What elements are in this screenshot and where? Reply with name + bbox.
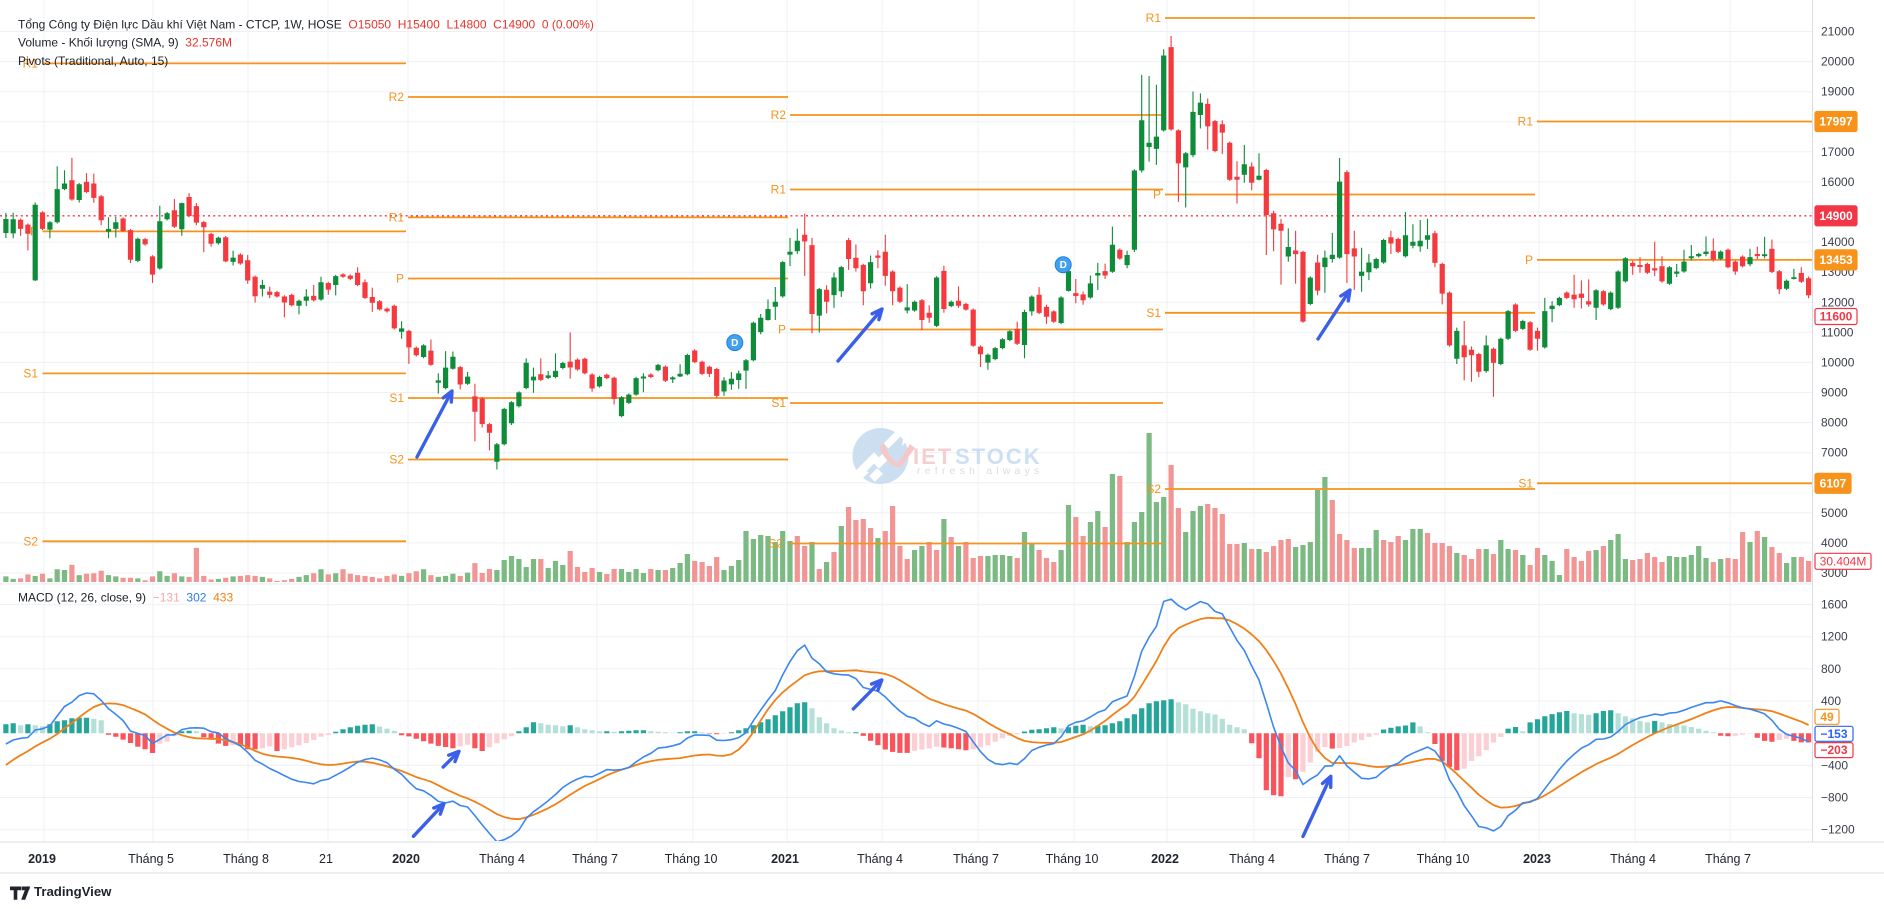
svg-text:IET: IET bbox=[913, 444, 953, 469]
svg-text:2021: 2021 bbox=[771, 852, 799, 866]
svg-text:Tháng 10: Tháng 10 bbox=[665, 852, 718, 866]
svg-text:49: 49 bbox=[1820, 710, 1834, 724]
svg-text:S1: S1 bbox=[389, 391, 404, 405]
svg-text:4000: 4000 bbox=[1821, 536, 1848, 550]
svg-text:16000: 16000 bbox=[1821, 175, 1855, 189]
svg-text:refresh always: refresh always bbox=[917, 465, 1044, 477]
svg-text:−400: −400 bbox=[1821, 758, 1848, 772]
svg-text:R1: R1 bbox=[389, 210, 405, 224]
svg-text:R1: R1 bbox=[771, 183, 787, 197]
svg-text:11000: 11000 bbox=[1821, 325, 1854, 339]
svg-text:R2: R2 bbox=[771, 108, 787, 122]
svg-text:2019: 2019 bbox=[28, 852, 56, 866]
svg-text:8000: 8000 bbox=[1821, 416, 1848, 430]
svg-text:800: 800 bbox=[1821, 662, 1841, 676]
svg-text:19000: 19000 bbox=[1821, 85, 1855, 99]
svg-text:MACD (12, 26, close, 9) −131: MACD (12, 26, close, 9) −131 302 433 bbox=[18, 591, 233, 605]
svg-text:S1: S1 bbox=[1518, 476, 1533, 490]
svg-text:D: D bbox=[731, 338, 738, 349]
svg-text:Tháng 7: Tháng 7 bbox=[1324, 852, 1370, 866]
svg-text:Tháng 7: Tháng 7 bbox=[953, 852, 999, 866]
svg-text:13453: 13453 bbox=[1819, 253, 1853, 267]
svg-text:Tháng 4: Tháng 4 bbox=[1610, 852, 1656, 866]
svg-text:Tháng 7: Tháng 7 bbox=[572, 852, 618, 866]
svg-text:Volume - Khối lượng (SMA, 9): Volume - Khối lượng (SMA, 9) 32.576M bbox=[18, 35, 232, 49]
svg-text:Tháng 4: Tháng 4 bbox=[857, 852, 903, 866]
svg-text:14900: 14900 bbox=[1819, 209, 1853, 223]
svg-text:11600: 11600 bbox=[1820, 310, 1853, 324]
svg-text:20000: 20000 bbox=[1821, 55, 1855, 69]
svg-text:7000: 7000 bbox=[1821, 446, 1848, 460]
svg-text:S1: S1 bbox=[1146, 306, 1161, 320]
svg-text:−1200: −1200 bbox=[1821, 823, 1855, 837]
svg-text:S2: S2 bbox=[1146, 482, 1161, 496]
svg-text:9000: 9000 bbox=[1821, 386, 1848, 400]
svg-text:Tháng 4: Tháng 4 bbox=[1229, 852, 1275, 866]
svg-text:−203: −203 bbox=[1820, 743, 1847, 757]
svg-text:Tháng 5: Tháng 5 bbox=[128, 852, 174, 866]
svg-text:21000: 21000 bbox=[1821, 25, 1855, 39]
svg-text:S2: S2 bbox=[768, 537, 783, 551]
svg-text:6107: 6107 bbox=[1820, 476, 1847, 490]
svg-text:2023: 2023 bbox=[1523, 852, 1551, 866]
svg-text:Pivots (Traditional, Auto, 15): Pivots (Traditional, Auto, 15) bbox=[18, 54, 168, 68]
svg-text:1600: 1600 bbox=[1821, 598, 1848, 612]
svg-text:R1: R1 bbox=[1518, 115, 1534, 129]
svg-text:10000: 10000 bbox=[1821, 355, 1855, 369]
svg-text:R2: R2 bbox=[389, 90, 405, 104]
svg-text:17000: 17000 bbox=[1821, 145, 1855, 159]
svg-text:21: 21 bbox=[319, 852, 333, 866]
svg-text:17997: 17997 bbox=[1819, 115, 1853, 129]
svg-text:TradingView: TradingView bbox=[34, 884, 112, 899]
svg-text:S1: S1 bbox=[771, 396, 786, 410]
svg-text:P: P bbox=[778, 323, 786, 337]
svg-text:400: 400 bbox=[1821, 694, 1841, 708]
svg-text:STOCK: STOCK bbox=[955, 444, 1042, 469]
svg-text:Tháng 4: Tháng 4 bbox=[479, 852, 525, 866]
svg-text:Tháng 7: Tháng 7 bbox=[1705, 852, 1751, 866]
svg-text:−800: −800 bbox=[1821, 791, 1848, 805]
svg-text:S2: S2 bbox=[389, 453, 404, 467]
svg-text:14000: 14000 bbox=[1821, 235, 1855, 249]
svg-text:Tổng Công ty Điện lực Dầu khí: Tổng Công ty Điện lực Dầu khí Việt Nam -… bbox=[18, 17, 594, 31]
svg-text:12000: 12000 bbox=[1821, 295, 1855, 309]
svg-text:S2: S2 bbox=[23, 534, 38, 548]
svg-text:−153: −153 bbox=[1820, 727, 1847, 741]
svg-text:2022: 2022 bbox=[1151, 852, 1179, 866]
svg-text:S1: S1 bbox=[23, 366, 38, 380]
svg-text:Tháng 10: Tháng 10 bbox=[1046, 852, 1099, 866]
svg-text:2020: 2020 bbox=[392, 852, 420, 866]
svg-text:R1: R1 bbox=[1146, 11, 1162, 25]
svg-text:5000: 5000 bbox=[1821, 506, 1848, 520]
svg-text:P: P bbox=[1153, 188, 1161, 202]
svg-text:D: D bbox=[1060, 260, 1067, 271]
svg-text:P: P bbox=[396, 272, 404, 286]
svg-text:Tháng 8: Tháng 8 bbox=[223, 852, 269, 866]
svg-text:P: P bbox=[1525, 253, 1533, 267]
svg-text:1200: 1200 bbox=[1821, 630, 1848, 644]
svg-text:R1: R1 bbox=[23, 56, 39, 70]
svg-text:30.404M: 30.404M bbox=[1820, 554, 1867, 568]
svg-text:Tháng 10: Tháng 10 bbox=[1417, 852, 1470, 866]
